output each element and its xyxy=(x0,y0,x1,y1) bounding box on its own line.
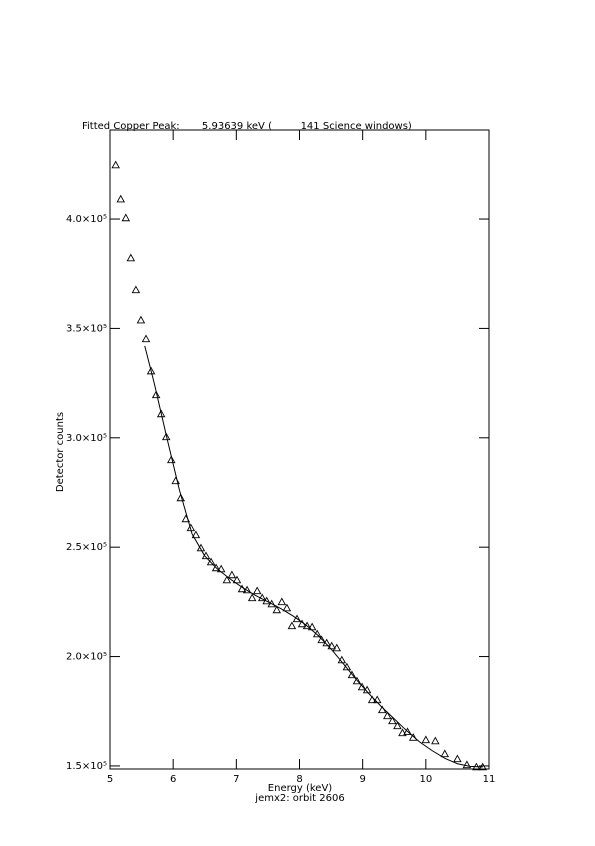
data-point xyxy=(302,621,312,630)
y-tick-label: 2.0×10⁵ xyxy=(66,652,107,663)
data-point xyxy=(121,213,131,222)
data-point xyxy=(383,711,392,720)
data-point xyxy=(116,194,126,203)
data-point xyxy=(227,570,237,579)
data-point xyxy=(252,586,262,595)
data-point xyxy=(272,605,282,614)
data-point xyxy=(196,543,206,552)
subtitle: jemx2: orbit 2606 xyxy=(254,793,344,804)
y-tick-label: 2.5×10⁵ xyxy=(66,542,107,553)
y-axis-label: Detector counts xyxy=(55,412,66,492)
x-tick-label: 5 xyxy=(107,774,113,785)
data-point xyxy=(332,643,342,652)
x-tick-label: 6 xyxy=(170,774,176,785)
data-point xyxy=(342,662,352,671)
data-point xyxy=(421,735,431,744)
x-tick-label: 9 xyxy=(359,774,365,785)
data-point xyxy=(282,603,292,612)
y-tick-label: 4.0×10⁵ xyxy=(66,214,107,225)
data-point xyxy=(287,621,297,630)
data-point xyxy=(462,760,472,769)
data-point xyxy=(222,575,232,584)
x-axis-label: Energy (keV) xyxy=(268,783,333,794)
data-point xyxy=(440,749,450,758)
data-point xyxy=(408,733,418,741)
y-tick-label: 1.5×10⁵ xyxy=(66,761,107,772)
data-point xyxy=(111,160,120,169)
data-point xyxy=(327,641,336,650)
y-tick-label: 3.0×10⁵ xyxy=(66,433,107,444)
y-tick-label: 3.5×10⁵ xyxy=(66,323,107,334)
x-tick-label: 7 xyxy=(233,774,239,785)
data-point xyxy=(277,597,287,606)
data-point xyxy=(206,557,216,566)
x-tick-label: 8 xyxy=(296,774,302,785)
data-point xyxy=(403,727,412,736)
data-point xyxy=(232,575,242,584)
data-point xyxy=(393,721,402,730)
data-point xyxy=(247,593,257,602)
data-point xyxy=(176,493,186,502)
data-point xyxy=(126,253,136,262)
data-point xyxy=(292,614,302,623)
data-point xyxy=(352,676,362,685)
data-point xyxy=(191,530,201,539)
data-point xyxy=(167,455,176,464)
chart-title: Fitted Copper Peak: 5.93639 keV ( 141 Sc… xyxy=(82,121,412,132)
data-point xyxy=(398,728,407,737)
data-point xyxy=(357,682,367,691)
data-point xyxy=(211,563,221,572)
data-point xyxy=(267,599,276,608)
data-point xyxy=(136,315,146,324)
x-tick-label: 10 xyxy=(419,774,432,785)
x-tick-label: 11 xyxy=(483,774,496,785)
data-point xyxy=(141,334,151,343)
data-point xyxy=(388,716,397,725)
data-point xyxy=(146,366,156,375)
data-point xyxy=(131,285,141,294)
data-point xyxy=(151,390,161,399)
data-point xyxy=(431,736,440,745)
data-point xyxy=(317,635,326,644)
data-point xyxy=(161,432,171,441)
fit-line xyxy=(144,345,483,768)
data-point xyxy=(156,409,166,418)
data-point xyxy=(453,754,462,763)
data-point xyxy=(347,670,357,679)
